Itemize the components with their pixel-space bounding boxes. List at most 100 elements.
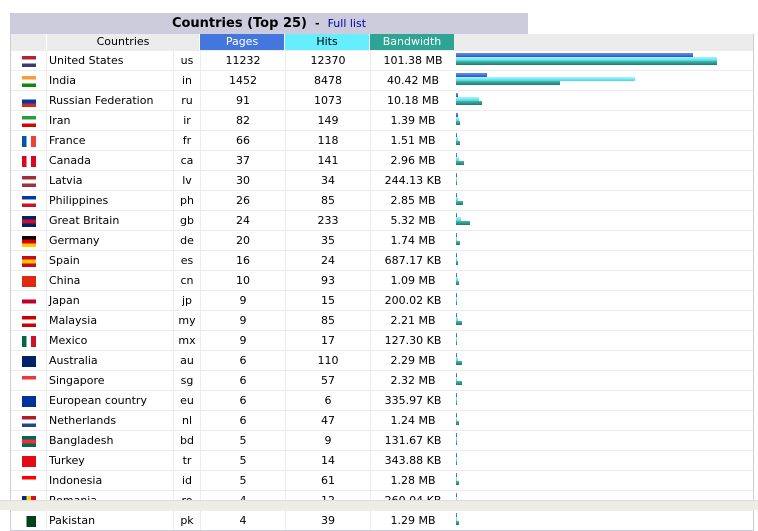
table-row: Pakistan pk 4 39 1.29 MB	[11, 510, 753, 530]
flag-us-icon	[21, 55, 36, 67]
table-row: European country eu 6 6 335.97 KB	[11, 390, 753, 410]
country-name: United States	[46, 51, 173, 70]
table-row: India in 1452 8478 40.42 MB	[11, 70, 753, 90]
pages-value: 6	[200, 391, 285, 410]
hits-bar	[456, 177, 457, 181]
hits-value: 35	[285, 231, 370, 250]
country-code: ru	[173, 91, 200, 110]
bandwidth-bar	[456, 381, 462, 385]
country-name: Great Britain	[46, 211, 173, 230]
header-countries: Countries	[46, 34, 199, 50]
country-name: Bangladesh	[46, 431, 173, 450]
hits-bar	[456, 137, 458, 141]
bar-graph	[455, 471, 753, 490]
flag-es-icon	[21, 255, 36, 267]
table-row: France fr 66 118 1.51 MB	[11, 130, 753, 150]
table-row: Germany de 20 35 1.74 MB	[11, 230, 753, 250]
pages-bar	[456, 253, 457, 257]
flag-pk-icon	[21, 515, 36, 527]
pages-value: 11232	[200, 51, 285, 70]
table-row: Philippines ph 26 85 2.85 MB	[11, 190, 753, 210]
bar-graph	[455, 431, 753, 450]
hits-bar	[456, 497, 457, 501]
hits-bar	[456, 277, 458, 281]
pages-bar	[456, 413, 457, 417]
flag-cell	[11, 394, 46, 407]
country-code: cn	[173, 271, 200, 290]
bandwidth-bar	[456, 61, 717, 65]
country-name: Latvia	[46, 171, 173, 190]
country-name: Philippines	[46, 191, 173, 210]
hits-value: 17	[285, 331, 370, 350]
pages-value: 6	[200, 371, 285, 390]
country-name: Iran	[46, 111, 173, 130]
hits-value: 85	[285, 311, 370, 330]
pages-value: 24	[200, 211, 285, 230]
pages-value: 5	[200, 431, 285, 450]
pages-bar	[456, 113, 458, 117]
flag-cell	[11, 94, 46, 107]
country-name: Australia	[46, 351, 173, 370]
flag-cell	[11, 354, 46, 367]
horizontal-scrollbar[interactable]	[0, 500, 758, 510]
bar-graph	[455, 291, 753, 310]
table-row: Australia au 6 110 2.29 MB	[11, 350, 753, 370]
hits-value: 93	[285, 271, 370, 290]
table-row: Iran ir 82 149 1.39 MB	[11, 110, 753, 130]
flag-my-icon	[21, 315, 36, 327]
bandwidth-value: 2.96 MB	[370, 151, 455, 170]
country-code: ca	[173, 151, 200, 170]
hits-bar	[456, 157, 459, 161]
flag-eu-icon	[21, 395, 36, 407]
hits-value: 24	[285, 251, 370, 270]
bar-graph	[455, 91, 753, 110]
country-name: Pakistan	[46, 511, 173, 530]
hits-bar	[456, 237, 457, 241]
hits-bar	[456, 97, 479, 101]
bar-graph	[455, 311, 753, 330]
flag-cell	[11, 314, 46, 327]
pages-bar	[456, 293, 457, 297]
country-code: de	[173, 231, 200, 250]
hits-value: 6	[285, 391, 370, 410]
bandwidth-value: 2.21 MB	[370, 311, 455, 330]
pages-bar	[456, 373, 457, 377]
hits-value: 8478	[285, 71, 370, 90]
bandwidth-bar	[456, 521, 459, 525]
hits-value: 149	[285, 111, 370, 130]
flag-cell	[11, 414, 46, 427]
bandwidth-bar	[456, 361, 462, 365]
table-row: Malaysia my 9 85 2.21 MB	[11, 310, 753, 330]
hits-value: 233	[285, 211, 370, 230]
table-row: Japan jp 9 15 200.02 KB	[11, 290, 753, 310]
hits-value: 1073	[285, 91, 370, 110]
hits-bar	[456, 437, 457, 441]
pages-value: 91	[200, 91, 285, 110]
pages-bar	[456, 53, 693, 57]
bandwidth-bar	[456, 221, 470, 225]
pages-bar	[456, 313, 457, 317]
flag-cell	[11, 374, 46, 387]
flag-cell	[11, 274, 46, 287]
table-row: China cn 10 93 1.09 MB	[11, 270, 753, 290]
table-row: Bangladesh bd 5 9 131.67 KB	[11, 430, 753, 450]
country-name: Malaysia	[46, 311, 173, 330]
hits-bar	[456, 77, 635, 81]
country-code: lv	[173, 171, 200, 190]
pages-value: 20	[200, 231, 285, 250]
bandwidth-bar	[456, 81, 560, 85]
bar-graph	[455, 271, 753, 290]
flag-ir-icon	[21, 115, 36, 127]
hits-value: 57	[285, 371, 370, 390]
table-row: Singapore sg 6 57 2.32 MB	[11, 370, 753, 390]
country-name: Russian Federation	[46, 91, 173, 110]
hits-bar	[456, 197, 458, 201]
bar-graph	[455, 251, 753, 270]
pages-value: 5	[200, 451, 285, 470]
bandwidth-value: 1.74 MB	[370, 231, 455, 250]
bandwidth-bar	[456, 241, 460, 245]
pages-bar	[456, 453, 457, 457]
flag-cn-icon	[21, 275, 36, 287]
pages-bar	[456, 333, 457, 337]
full-list-link[interactable]: Full list	[327, 17, 367, 30]
